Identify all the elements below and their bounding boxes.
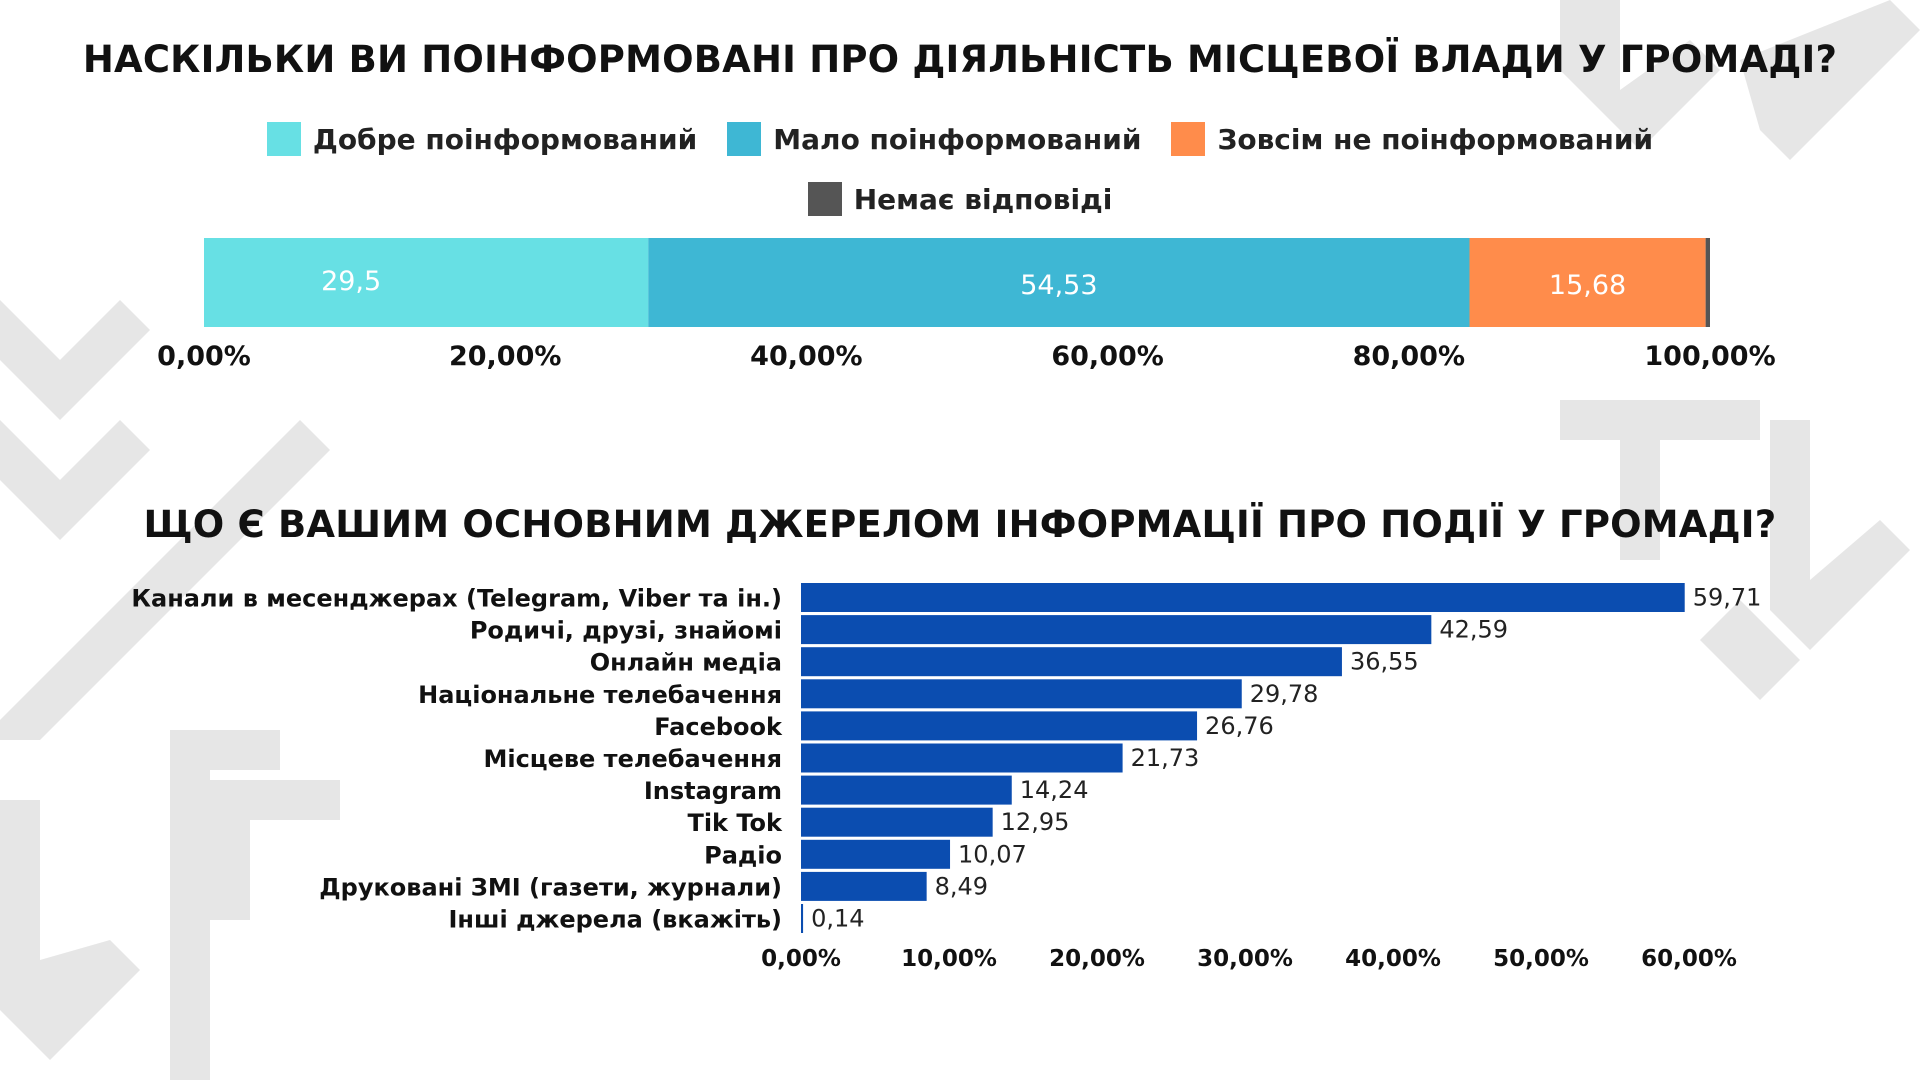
legend-item-poorly-informed: Мало поінформований — [727, 122, 1141, 156]
bar — [801, 871, 927, 901]
x-tick-label: 40,00% — [1345, 946, 1441, 972]
data-label: 36,55 — [1350, 648, 1419, 676]
bar — [801, 839, 951, 869]
legend-awareness-row1: Добре поінформований Мало поінформований… — [0, 122, 1920, 156]
legend-label: Зовсім не поінформований — [1217, 122, 1654, 156]
data-label: 59,71 — [1693, 584, 1762, 612]
data-label: 0,14 — [811, 905, 864, 933]
data-label: 54,53 — [1020, 270, 1097, 301]
x-tick-label: 30,00% — [1197, 946, 1293, 972]
data-label: 29,78 — [1250, 680, 1319, 708]
x-tick-label: 50,00% — [1493, 946, 1589, 972]
legend-item-no-answer: Немає відповіді — [807, 182, 1113, 216]
category-label: Місцеве телебачення — [483, 745, 782, 773]
category-label: Інші джерела (вкажіть) — [448, 906, 782, 934]
legend-swatch — [727, 122, 762, 156]
x-tick-label: 40,00% — [750, 341, 862, 372]
data-label: 26,76 — [1205, 712, 1274, 740]
data-label: 8,49 — [935, 872, 988, 900]
x-tick-label: 10,00% — [901, 946, 997, 972]
data-label: 21,73 — [1131, 744, 1200, 772]
data-label: 14,24 — [1020, 776, 1089, 804]
legend-label: Добре поінформований — [312, 122, 698, 156]
data-label: 12,95 — [1001, 808, 1070, 836]
bar — [801, 711, 1198, 741]
bar — [801, 775, 1012, 805]
data-label: 10,07 — [958, 840, 1027, 868]
category-label: Онлайн медіа — [590, 649, 782, 677]
stacked-bar-chart-awareness: 29,5 54,53 15,68 0,00% 20,00% 40,00% 60,00% 80,… — [157, 238, 1776, 372]
bar-segment — [648, 238, 1470, 327]
category-label: Instagram — [644, 777, 782, 805]
chart-title-awareness: НАСКІЛЬКИ ВИ ПОІНФОРМОВАНІ ПРО ДІЯЛЬНІСТ… — [82, 38, 1838, 81]
x-tick-label: 20,00% — [449, 341, 561, 372]
category-label: Друковані ЗМІ (газети, журнали) — [319, 873, 782, 901]
bar-segment — [1469, 238, 1706, 327]
data-label: 42,59 — [1439, 616, 1508, 644]
x-tick-label: 80,00% — [1353, 341, 1465, 372]
data-label: 15,68 — [1549, 270, 1626, 301]
x-tick-label: 100,00% — [1644, 341, 1775, 372]
category-label: Радіо — [704, 841, 782, 869]
x-tick-label: 0,00% — [157, 341, 251, 372]
bar-segment — [1705, 238, 1710, 327]
legend-item-not-informed: Зовсім не поінформований — [1171, 122, 1653, 156]
chart-title-sources: ЩО Є ВАШИМ ОСНОВНИМ ДЖЕРЕЛОМ ІНФОРМАЦІЇ … — [143, 503, 1777, 546]
bar — [801, 807, 993, 837]
x-tick-label: 0,00% — [761, 946, 841, 972]
category-label: Національне телебачення — [418, 681, 782, 709]
data-label: 29,5 — [321, 266, 381, 297]
x-tick-label: 60,00% — [1641, 946, 1737, 972]
legend-item-well-informed: Добре поінформований — [266, 122, 698, 156]
legend-swatch — [807, 182, 842, 216]
legend-awareness-row2: Немає відповіді — [0, 182, 1920, 216]
category-label: Родичі, друзі, знайомі — [470, 617, 782, 645]
bar-segment — [204, 238, 649, 327]
bar — [801, 583, 1685, 612]
category-label: Tik Tok — [687, 809, 783, 837]
bar — [801, 615, 1432, 645]
legend-label: Мало поінформований — [773, 122, 1142, 156]
x-tick-label: 60,00% — [1051, 341, 1163, 372]
legend-swatch — [266, 122, 301, 156]
bar — [801, 904, 804, 933]
bar — [801, 743, 1123, 773]
category-label: Канали в месенджерах (Telegram, Viber та… — [131, 585, 782, 613]
category-label: Facebook — [654, 713, 783, 741]
bar — [801, 647, 1342, 677]
x-tick-label: 20,00% — [1049, 946, 1145, 972]
legend-label: Немає відповіді — [853, 182, 1113, 216]
bar — [801, 679, 1242, 709]
legend-swatch — [1171, 122, 1206, 156]
